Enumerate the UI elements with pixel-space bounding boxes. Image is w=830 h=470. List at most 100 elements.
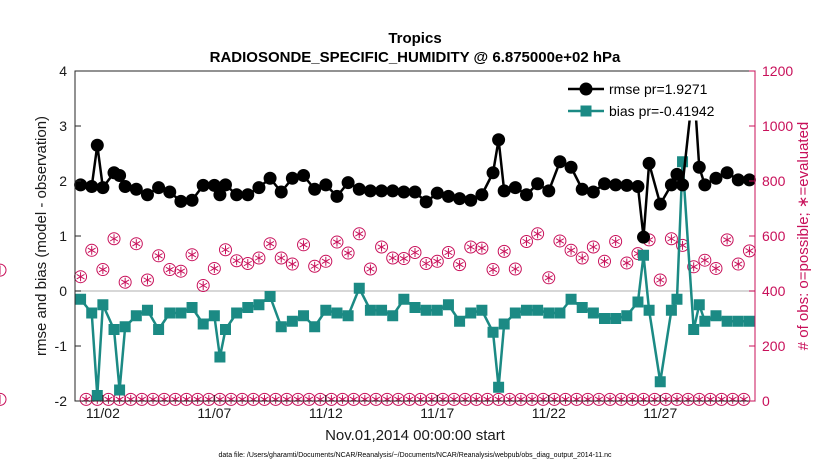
possible-obs-point <box>464 240 478 254</box>
bias-point <box>364 304 376 316</box>
possible-obs-point <box>692 392 706 406</box>
bias-point <box>253 299 265 311</box>
possible-obs-point <box>163 263 177 277</box>
y-left-tick-label: -2 <box>55 393 68 409</box>
rmse-point <box>586 185 600 199</box>
possible-obs-point <box>129 237 143 251</box>
asterisk-stroke <box>500 248 509 255</box>
possible-obs-point <box>469 392 483 406</box>
rmse-point <box>564 160 578 174</box>
evaluated-obs-point <box>377 242 386 252</box>
evaluated-obs-point <box>343 248 353 258</box>
possible-obs-point <box>441 246 455 259</box>
asterisk-stroke <box>734 261 743 267</box>
rmse-point <box>363 184 377 198</box>
bias-point <box>130 310 142 322</box>
bias-point <box>387 310 399 322</box>
evaluated-obs-point <box>232 256 241 266</box>
possible-obs-point <box>598 254 612 268</box>
rmse-point <box>308 182 322 196</box>
y-axis-right-label: # of obs: o=possible; ∗=evaluated <box>795 122 812 351</box>
bias-point <box>643 304 655 316</box>
y-left-tick-label: 1 <box>59 228 67 244</box>
possible-obs-point <box>118 275 132 289</box>
rmse-point <box>531 177 545 191</box>
evaluated-obs-point <box>154 251 163 261</box>
x-tick-label: 11/12 <box>309 405 343 421</box>
evaluated-obs-point <box>589 242 598 252</box>
asterisk-stroke <box>722 237 732 243</box>
possible-obs-point <box>397 252 411 266</box>
asterisk-stroke <box>310 263 319 269</box>
rmse-point <box>152 181 166 195</box>
bias-point <box>743 315 755 327</box>
possible-obs-point <box>430 254 444 268</box>
evaluated-obs-point <box>711 263 721 273</box>
possible-obs-point <box>241 257 255 270</box>
rmse-point <box>642 156 656 170</box>
possible-obs-point <box>542 271 556 285</box>
bias-point <box>275 321 287 333</box>
rmse-point <box>709 171 723 185</box>
rmse-point <box>185 193 199 207</box>
possible-obs-point <box>152 249 166 263</box>
possible-obs-point <box>285 257 299 271</box>
possible-obs-point <box>0 263 7 277</box>
rmse-point <box>263 171 277 185</box>
y-left-tick-label: 0 <box>59 283 67 299</box>
asterisk-stroke <box>232 258 241 264</box>
rmse-point <box>620 178 634 192</box>
bias-point <box>114 384 126 396</box>
evaluated-obs-point <box>355 229 364 239</box>
possible-obs-point <box>352 227 366 241</box>
rmse-point <box>486 166 500 180</box>
bias-point <box>671 293 683 305</box>
rmse-point <box>508 181 522 195</box>
asterisk-stroke <box>243 260 252 267</box>
possible-obs-point <box>609 235 623 248</box>
possible-obs-point <box>726 392 740 406</box>
rmse-point <box>542 184 556 198</box>
possible-obs-point <box>447 392 461 406</box>
x-axis-label: Nov.01,2014 00:00:00 start <box>325 427 506 444</box>
rmse-point <box>218 178 232 192</box>
evaluated-obs-point <box>578 253 587 263</box>
legend: rmse pr=1.9271 bias pr=-0.41942 <box>561 76 748 121</box>
rmse-point <box>274 185 288 199</box>
possible-obs-point <box>185 248 199 262</box>
bias-point <box>565 293 577 305</box>
bias-point <box>487 326 499 338</box>
y-right-tick-label: 800 <box>762 173 786 189</box>
bias-point <box>520 304 532 316</box>
legend-bias-marker <box>580 105 592 117</box>
bias-point <box>186 302 198 313</box>
possible-obs-point <box>196 279 210 292</box>
evaluated-obs-point <box>265 239 275 249</box>
asterisk-stroke <box>265 241 275 247</box>
asterisk-stroke <box>377 244 386 250</box>
possible-obs-point <box>703 392 717 406</box>
rmse-point <box>637 230 651 244</box>
asterisk-stroke <box>366 266 375 272</box>
evaluated-obs-point <box>277 253 286 263</box>
asterisk-stroke <box>176 268 186 274</box>
asterisk-stroke <box>477 245 487 251</box>
evaluated-obs-point <box>555 236 565 246</box>
evaluated-obs-point <box>187 250 197 260</box>
possible-obs-point <box>664 232 678 246</box>
possible-obs-point <box>486 263 500 277</box>
possible-obs-point <box>575 251 589 265</box>
possible-obs-point <box>291 392 305 406</box>
possible-obs-point <box>558 392 572 406</box>
evaluated-obs-point <box>566 245 576 255</box>
possible-obs-point <box>402 392 416 406</box>
evaluated-obs-point <box>310 261 319 271</box>
possible-obs-point <box>564 243 578 257</box>
asterisk-stroke <box>87 247 96 253</box>
possible-obs-point <box>330 235 344 249</box>
possible-obs-point <box>570 392 584 406</box>
legend-bias-label: bias pr=-0.41942 <box>609 103 715 119</box>
possible-obs-point <box>224 392 238 406</box>
evaluated-obs-point <box>477 243 487 253</box>
asterisk-stroke <box>187 252 197 258</box>
